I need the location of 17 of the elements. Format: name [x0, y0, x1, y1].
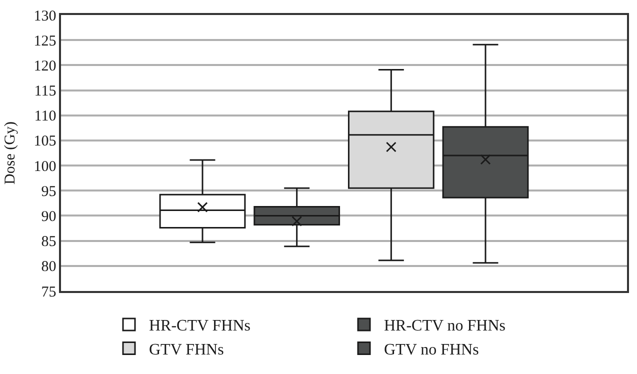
y-tick-label: 90: [41, 208, 56, 225]
legend-label: GTV FHNs: [149, 342, 224, 358]
legend-label: HR-CTV no FHNs: [384, 318, 506, 335]
y-tick-label: 80: [41, 259, 56, 276]
y-tick-label: 75: [41, 284, 56, 300]
y-tick-label: 95: [41, 184, 56, 200]
y-tick-label: 125: [34, 33, 56, 50]
y-tick-label: 110: [34, 108, 56, 125]
y-tick-label: 105: [34, 134, 56, 150]
y-tick-label: 130: [34, 8, 56, 24]
legend-label: HR-CTV FHNs: [149, 318, 250, 335]
y-tick-label: 115: [34, 84, 56, 100]
y-axis-title: Dose (Gy): [2, 122, 18, 184]
y-tick-label: 100: [34, 158, 56, 175]
legend-label: GTV no FHNs: [384, 342, 479, 358]
y-tick-label: 120: [34, 58, 56, 74]
y-tick-label: 85: [41, 234, 56, 250]
